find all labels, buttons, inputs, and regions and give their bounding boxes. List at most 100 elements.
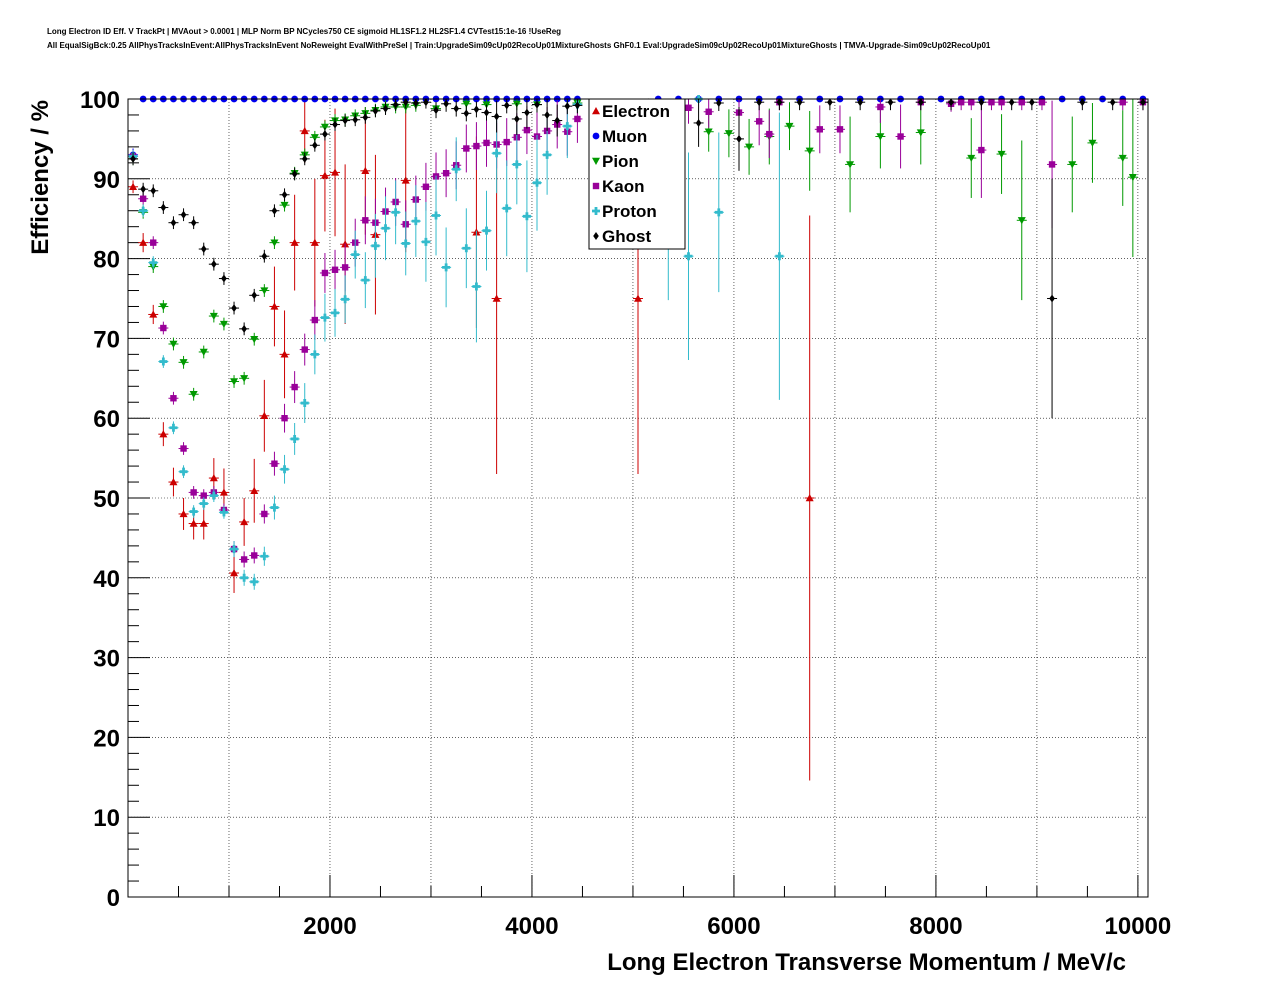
marker [564, 102, 571, 111]
data-point [744, 118, 755, 175]
marker [149, 310, 158, 318]
marker [251, 552, 258, 559]
data-point [966, 98, 977, 111]
marker [219, 488, 228, 496]
marker [463, 109, 470, 118]
legend-entry-muon: Muon [592, 127, 647, 146]
data-point [239, 371, 250, 385]
marker [139, 206, 148, 215]
data-point [279, 454, 290, 484]
data-point [1107, 98, 1118, 111]
marker [260, 411, 269, 420]
marker [684, 252, 693, 261]
data-point [441, 149, 452, 198]
y-tick-label: 20 [93, 725, 120, 752]
marker [574, 115, 581, 123]
marker [462, 244, 471, 253]
marker [402, 98, 409, 107]
data-point [168, 216, 179, 230]
marker [179, 467, 188, 476]
data-point [158, 201, 169, 214]
marker [574, 101, 581, 110]
data-point [158, 321, 169, 335]
legend-label: Proton [602, 202, 657, 221]
data-point [148, 304, 159, 325]
marker [705, 108, 712, 115]
marker [988, 98, 995, 106]
marker [421, 237, 430, 246]
marker [169, 423, 178, 432]
data-point [501, 99, 512, 114]
data-point [198, 345, 209, 359]
data-point [148, 236, 159, 250]
marker [159, 357, 168, 366]
marker [230, 569, 239, 577]
marker [473, 105, 480, 114]
marker [411, 217, 420, 226]
marker [241, 324, 247, 333]
marker [280, 350, 289, 358]
data-point [855, 98, 866, 111]
marker [351, 250, 360, 259]
marker [221, 274, 227, 283]
data-point [239, 551, 250, 568]
data-point [309, 334, 320, 375]
data-point [158, 300, 169, 313]
y-tick-label: 10 [93, 805, 120, 832]
marker [443, 99, 449, 108]
marker [1049, 294, 1055, 303]
data-point [289, 167, 300, 181]
data-point [309, 300, 320, 340]
data-point [178, 442, 189, 455]
marker [261, 252, 268, 261]
data-point [521, 99, 532, 129]
data-point [552, 104, 563, 137]
marker [1048, 161, 1056, 168]
marker [312, 141, 318, 150]
marker [179, 509, 188, 518]
legend-entry-ghost: Ghost [593, 227, 651, 246]
data-point [966, 118, 977, 198]
marker [240, 375, 249, 383]
data-point [259, 379, 270, 452]
marker [130, 154, 136, 163]
data-point [410, 98, 421, 110]
data-point [198, 507, 209, 540]
marker [209, 312, 218, 321]
marker [159, 303, 168, 311]
marker [190, 218, 197, 227]
data-point [188, 505, 199, 518]
data-point [360, 252, 371, 309]
data-point [461, 208, 472, 289]
data-point [946, 98, 957, 111]
data-point [1006, 98, 1017, 111]
data-point [259, 504, 270, 524]
data-point [703, 99, 714, 128]
data-point [239, 569, 250, 586]
data-point [471, 122, 482, 171]
data-point [229, 541, 240, 558]
marker [140, 185, 146, 194]
marker [816, 126, 823, 133]
marker [714, 208, 723, 217]
marker [280, 201, 289, 210]
marker [250, 577, 259, 586]
data-point [501, 160, 512, 257]
data-point [128, 152, 139, 166]
data-point [208, 489, 219, 502]
data-point [915, 100, 926, 165]
data-point [915, 98, 926, 111]
marker [271, 460, 278, 467]
marker [423, 98, 429, 107]
data-point [269, 451, 280, 476]
data-point [390, 180, 401, 245]
data-point [683, 152, 694, 360]
marker [543, 150, 552, 159]
data-point [319, 127, 330, 141]
marker [1017, 217, 1026, 225]
marker [775, 252, 784, 261]
data-point [178, 465, 189, 479]
data-point [471, 230, 482, 343]
marker [472, 282, 481, 291]
data-point [218, 505, 229, 519]
